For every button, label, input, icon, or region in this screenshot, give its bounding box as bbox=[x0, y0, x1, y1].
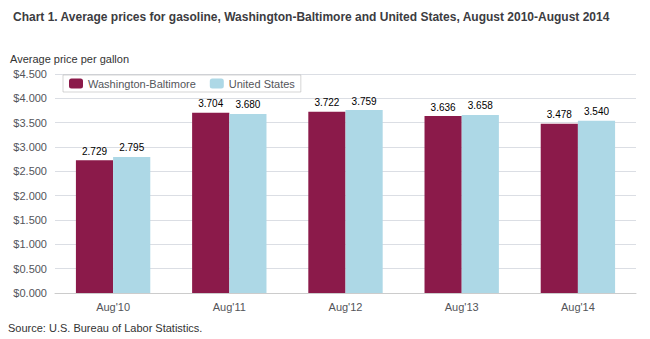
svg-text:3.722: 3.722 bbox=[314, 97, 339, 108]
svg-text:Chart 1. Average prices for ga: Chart 1. Average prices for gasoline, Wa… bbox=[13, 10, 610, 24]
svg-text:$2.000: $2.000 bbox=[13, 190, 47, 202]
svg-text:3.680: 3.680 bbox=[235, 99, 260, 110]
svg-text:Washington-Baltimore: Washington-Baltimore bbox=[88, 78, 196, 90]
svg-text:$1.000: $1.000 bbox=[13, 238, 47, 250]
svg-text:$0.500: $0.500 bbox=[13, 263, 47, 275]
svg-text:Aug'10: Aug'10 bbox=[96, 301, 130, 313]
svg-text:Average price per gallon: Average price per gallon bbox=[10, 53, 129, 65]
svg-text:Aug'14: Aug'14 bbox=[561, 301, 595, 313]
svg-text:$3.500: $3.500 bbox=[13, 117, 47, 129]
svg-text:3.658: 3.658 bbox=[468, 100, 493, 111]
svg-text:2.729: 2.729 bbox=[82, 146, 107, 157]
svg-text:$3.000: $3.000 bbox=[13, 141, 47, 153]
svg-text:$2.500: $2.500 bbox=[13, 165, 47, 177]
svg-text:3.759: 3.759 bbox=[352, 96, 377, 107]
svg-text:2.795: 2.795 bbox=[119, 142, 144, 153]
svg-text:$0.000: $0.000 bbox=[13, 287, 47, 299]
svg-text:Source: U.S. Bureau of Labor S: Source: U.S. Bureau of Labor Statistics. bbox=[8, 322, 202, 334]
svg-text:Aug'12: Aug'12 bbox=[329, 301, 363, 313]
svg-text:3.636: 3.636 bbox=[431, 102, 456, 113]
svg-text:3.540: 3.540 bbox=[584, 106, 609, 117]
svg-text:$4.000: $4.000 bbox=[13, 92, 47, 104]
svg-text:3.478: 3.478 bbox=[547, 109, 572, 120]
svg-text:Aug'11: Aug'11 bbox=[213, 301, 246, 313]
svg-text:$4.500: $4.500 bbox=[13, 68, 47, 80]
svg-text:United States: United States bbox=[229, 78, 296, 90]
svg-text:$1.500: $1.500 bbox=[13, 214, 47, 226]
svg-text:Aug'13: Aug'13 bbox=[445, 301, 479, 313]
svg-text:3.704: 3.704 bbox=[198, 98, 223, 109]
